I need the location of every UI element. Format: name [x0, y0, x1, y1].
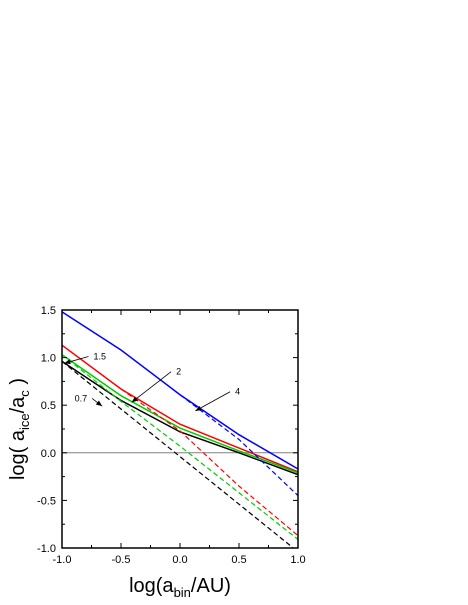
y-tick-label: -0.5	[37, 495, 56, 507]
y-tick-label: -1.0	[37, 543, 56, 555]
y-axis-title: log( aice/ac )	[7, 378, 32, 480]
x-tick-label: -0.5	[112, 554, 131, 566]
series-line-dashed	[62, 360, 295, 548]
annotation-label: 1.5	[94, 352, 107, 362]
annotation-arrowhead	[131, 396, 138, 403]
y-tick-label: 1.0	[41, 353, 56, 365]
x-tick-label: 0.0	[172, 554, 187, 566]
annotation-arrow	[131, 371, 172, 403]
annotation-label: 2	[176, 367, 181, 377]
x-tick-label: -1.0	[53, 554, 72, 566]
series-line-dashed	[62, 354, 298, 540]
y-tick-label: 1.5	[41, 305, 56, 317]
y-tick-label: 0.5	[41, 400, 56, 412]
series-line-solid	[62, 354, 298, 474]
annotation-arrow	[195, 391, 231, 412]
annotation-label: 4	[235, 387, 240, 397]
plot-frame	[61, 309, 299, 549]
annotation-label: 0.7	[75, 393, 88, 403]
y-tick-label: 0.0	[41, 448, 56, 460]
series-line-solid	[62, 360, 298, 476]
annotation-arrowhead	[64, 359, 71, 365]
series-line-dashed	[120, 388, 298, 537]
x-axis-title: log(abin/AU)	[129, 575, 231, 600]
series-line-solid	[62, 344, 298, 473]
annotation-arrowhead	[95, 400, 103, 407]
x-tick-label: 1.0	[290, 554, 305, 566]
x-tick-label: 0.5	[231, 554, 246, 566]
annotation-arrowhead	[195, 405, 202, 411]
plot-area: -1.0 -0.5 0.0 0.5 1.0 -1.0 -0.5 0.0 0.5 1.0 1.5 1.…	[37, 305, 306, 566]
